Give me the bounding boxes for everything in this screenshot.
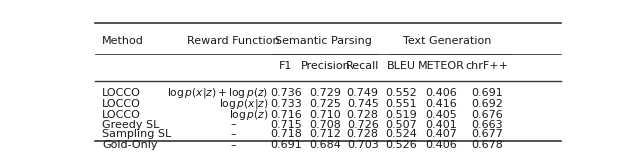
Text: 0.691: 0.691 — [471, 88, 502, 97]
Text: 0.676: 0.676 — [471, 110, 502, 120]
Text: 0.524: 0.524 — [385, 129, 417, 139]
Text: 0.684: 0.684 — [310, 140, 342, 150]
Text: 0.729: 0.729 — [310, 88, 342, 97]
Text: 0.728: 0.728 — [347, 129, 379, 139]
Text: –: – — [231, 120, 237, 130]
Text: F1: F1 — [279, 61, 292, 71]
Text: Semantic Parsing: Semantic Parsing — [275, 36, 371, 46]
Text: 0.725: 0.725 — [310, 99, 342, 109]
Text: BLEU: BLEU — [387, 61, 416, 71]
Text: 0.703: 0.703 — [347, 140, 379, 150]
Text: 0.710: 0.710 — [310, 110, 341, 120]
Text: LOCCO: LOCCO — [102, 110, 141, 120]
Text: $\log p(z)$: $\log p(z)$ — [229, 108, 269, 122]
Text: 0.406: 0.406 — [425, 140, 457, 150]
Text: 0.718: 0.718 — [270, 129, 302, 139]
Text: 0.745: 0.745 — [347, 99, 379, 109]
Text: Text Generation: Text Generation — [403, 36, 492, 46]
Text: 0.519: 0.519 — [385, 110, 417, 120]
Text: 0.749: 0.749 — [347, 88, 379, 97]
Text: 0.692: 0.692 — [471, 99, 502, 109]
Text: 0.552: 0.552 — [385, 88, 417, 97]
Text: 0.728: 0.728 — [347, 110, 379, 120]
Text: 0.678: 0.678 — [471, 140, 502, 150]
Text: Greedy SL: Greedy SL — [102, 120, 160, 130]
Text: $\log p(x|z) + \log p(z)$: $\log p(x|z) + \log p(z)$ — [168, 85, 269, 100]
Text: –: – — [231, 129, 237, 139]
Text: 0.715: 0.715 — [270, 120, 301, 130]
Text: 0.712: 0.712 — [310, 129, 342, 139]
Text: $\log p(x|z)$: $\log p(x|z)$ — [219, 97, 269, 111]
Text: Precision: Precision — [301, 61, 350, 71]
Text: 0.733: 0.733 — [270, 99, 301, 109]
Text: Gold-Only: Gold-Only — [102, 140, 158, 150]
Text: –: – — [231, 140, 237, 150]
Text: 0.405: 0.405 — [425, 110, 457, 120]
Text: chrF++: chrF++ — [465, 61, 508, 71]
Text: 0.663: 0.663 — [471, 120, 502, 130]
Text: 0.507: 0.507 — [385, 120, 417, 130]
Text: Sampling SL: Sampling SL — [102, 129, 172, 139]
Text: 0.691: 0.691 — [270, 140, 301, 150]
Text: 0.406: 0.406 — [425, 88, 457, 97]
Text: 0.677: 0.677 — [471, 129, 502, 139]
Text: 0.726: 0.726 — [347, 120, 379, 130]
Text: 0.407: 0.407 — [425, 129, 457, 139]
Text: 0.736: 0.736 — [270, 88, 301, 97]
Text: METEOR: METEOR — [418, 61, 465, 71]
Text: LOCCO: LOCCO — [102, 99, 141, 109]
Text: Recall: Recall — [346, 61, 380, 71]
Text: 0.401: 0.401 — [425, 120, 457, 130]
Text: 0.416: 0.416 — [425, 99, 457, 109]
Text: 0.526: 0.526 — [385, 140, 417, 150]
Text: Method: Method — [102, 36, 144, 46]
Text: 0.716: 0.716 — [270, 110, 301, 120]
Text: 0.708: 0.708 — [310, 120, 342, 130]
Text: 0.551: 0.551 — [385, 99, 417, 109]
Text: Reward Function: Reward Function — [188, 36, 280, 46]
Text: LOCCO: LOCCO — [102, 88, 141, 97]
